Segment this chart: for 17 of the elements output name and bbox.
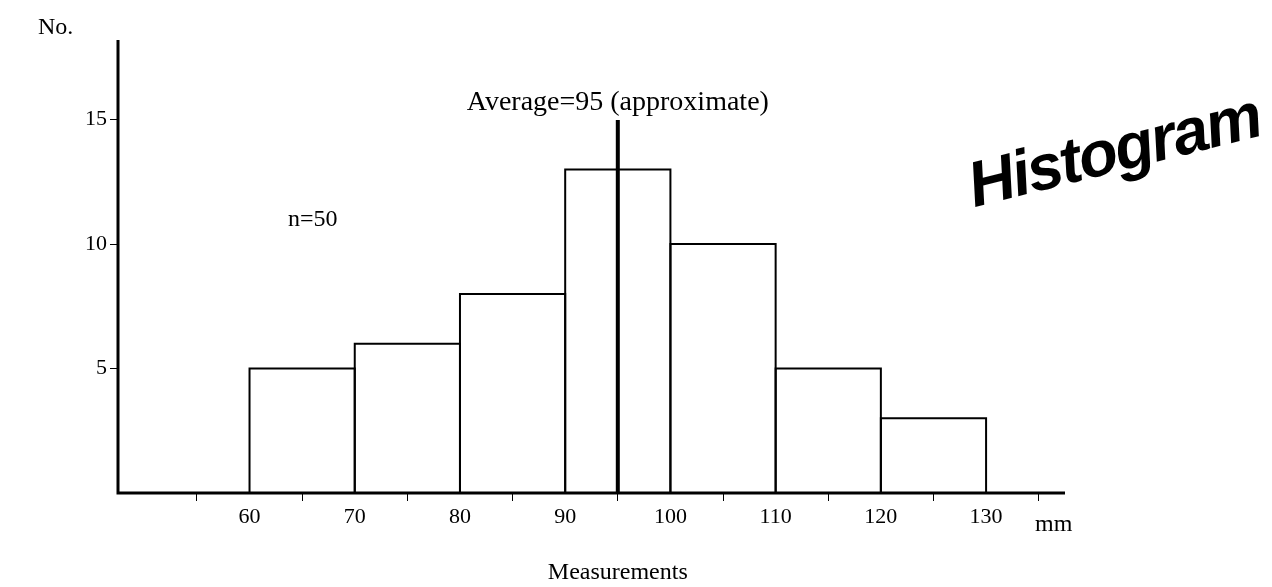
x-tick-label: 70 [343, 502, 366, 528]
x-tick-label: 120 [864, 502, 898, 528]
x-tick-label: 100 [653, 502, 687, 528]
annotation: n=50 [288, 205, 338, 232]
text: mm [1035, 510, 1073, 537]
y-tick-label: 15 [85, 105, 107, 131]
x-tick-label: 110 [759, 502, 792, 528]
x-tick-label: 60 [238, 502, 261, 528]
y-tick-label: 5 [96, 354, 107, 380]
x-tick-label: 80 [448, 502, 471, 528]
y-tick-label: 10 [85, 229, 107, 255]
text: Histogram [960, 77, 1268, 222]
x-tick-label: 90 [554, 502, 577, 528]
x-tick-label: 130 [969, 502, 1003, 528]
y-axis-title: No. [38, 13, 74, 40]
x-axis-title: Measurements [547, 558, 688, 585]
ref-line-label: Average=95 (approximate) [466, 85, 769, 117]
